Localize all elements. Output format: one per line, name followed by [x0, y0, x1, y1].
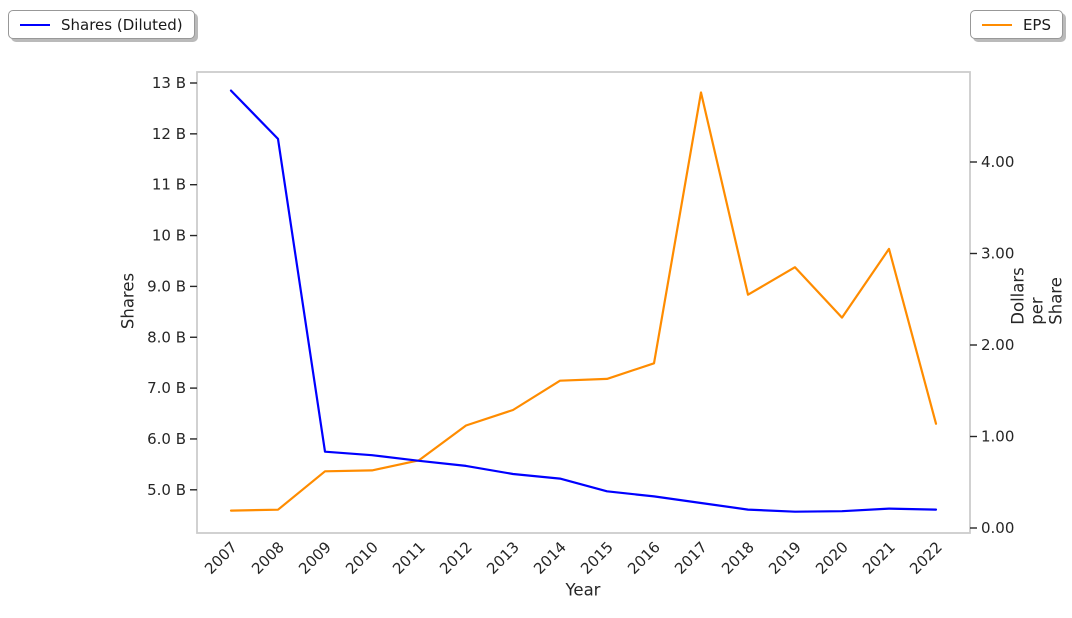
right-tick-label: 2.00	[981, 336, 1014, 354]
x-tick-label: 2014	[530, 538, 570, 578]
shares-diluted-line	[229, 89, 938, 513]
legend-shares-label: Shares (Diluted)	[61, 15, 183, 34]
x-tick-label: 2016	[624, 538, 664, 578]
left-axis-title: Shares	[118, 272, 138, 330]
x-tick-label: 2019	[765, 538, 805, 578]
x-tick-label: 2012	[436, 538, 476, 578]
x-tick-label: 2010	[342, 538, 382, 578]
plot-border	[196, 71, 971, 534]
x-tick-label: 2022	[906, 538, 946, 578]
eps-line-sample	[981, 23, 1012, 26]
x-tick-label: 2007	[201, 538, 241, 578]
shares-line-sample	[20, 23, 50, 26]
left-tick-label: 6.0 B	[147, 430, 186, 448]
x-tick-label: 2011	[389, 538, 429, 578]
left-tick-label: 11 B	[152, 176, 186, 194]
right-tick-label: 0.00	[981, 519, 1014, 537]
legend-shares: Shares (Diluted)	[8, 10, 195, 39]
legend-eps: EPS	[969, 10, 1063, 39]
x-tick-label: 2017	[671, 538, 711, 578]
x-tick-label: 2020	[812, 538, 852, 578]
right-axis-title: Dollars per Share	[1008, 267, 1066, 325]
left-tick-label: 10 B	[152, 227, 186, 245]
x-tick-label: 2009	[295, 538, 335, 578]
left-tick-label: 5.0 B	[147, 481, 186, 499]
right-tick-label: 1.00	[981, 428, 1014, 446]
eps-line	[229, 91, 938, 512]
x-tick-label: 2015	[577, 538, 617, 578]
x-tick-label: 2021	[859, 538, 899, 578]
left-tick-label: 9.0 B	[147, 277, 186, 295]
x-axis-title: Year	[565, 580, 601, 600]
legend-eps-label: EPS	[1022, 15, 1051, 34]
x-tick-label: 2018	[718, 538, 758, 578]
right-tick-label: 3.00	[981, 245, 1014, 263]
right-tick-label: 4.00	[981, 153, 1014, 171]
left-tick-label: 13 B	[152, 74, 186, 92]
x-tick-label: 2013	[483, 538, 523, 578]
left-tick-label: 12 B	[152, 125, 186, 143]
left-tick-label: 8.0 B	[147, 328, 186, 346]
x-tick-label: 2008	[248, 538, 288, 578]
left-tick-label: 7.0 B	[147, 379, 186, 397]
